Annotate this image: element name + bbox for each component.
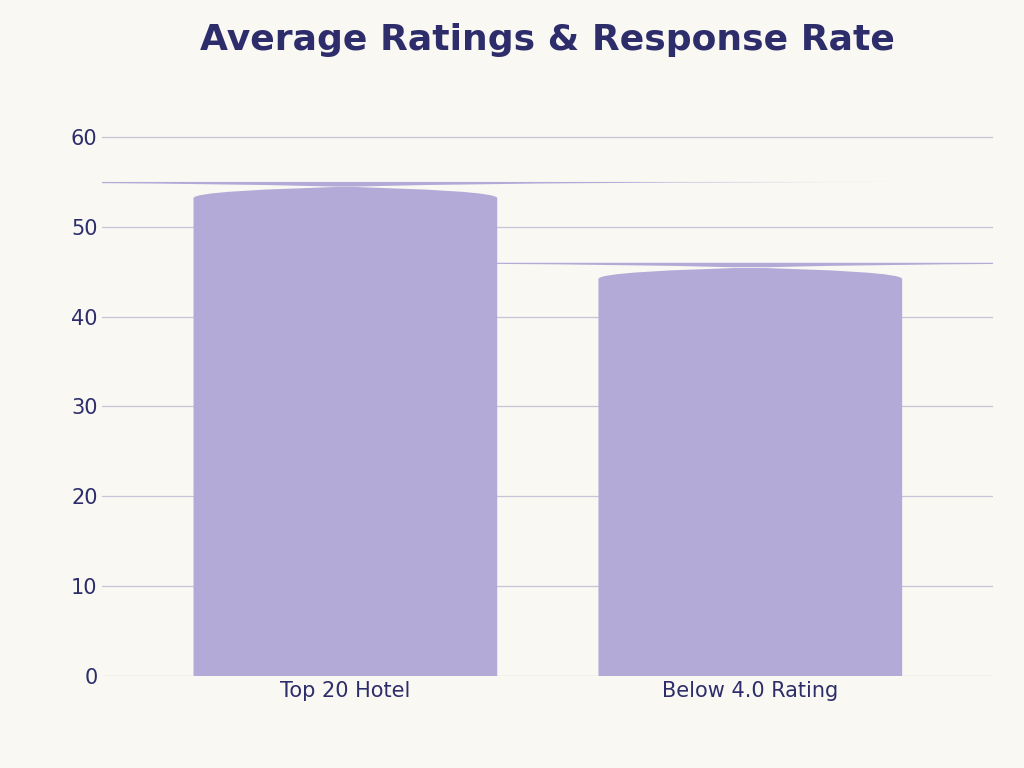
- Title: Average Ratings & Response Rate: Average Ratings & Response Rate: [201, 24, 895, 58]
- FancyBboxPatch shape: [173, 263, 1024, 692]
- FancyBboxPatch shape: [0, 182, 923, 692]
